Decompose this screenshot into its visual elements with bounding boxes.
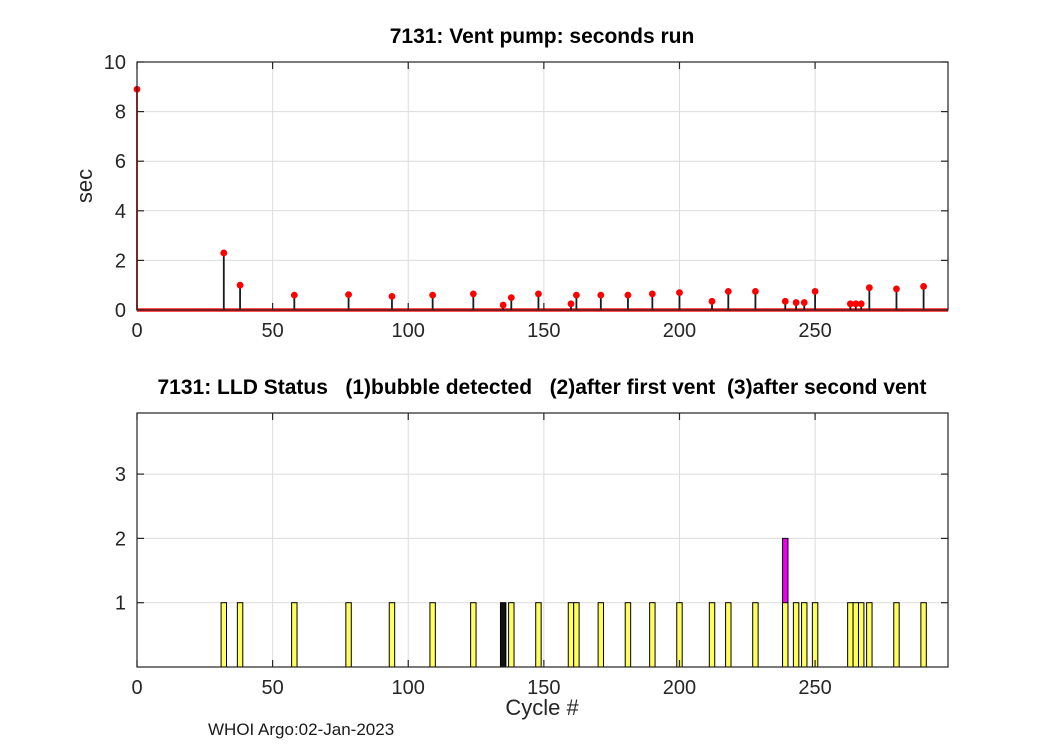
vent-pump-stem-chart: 0 50 100 150 200 250 0 2 4 6 8 10	[104, 52, 949, 342]
svg-text:10: 10	[104, 52, 126, 74]
svg-text:100: 100	[392, 677, 425, 699]
svg-text:250: 250	[798, 677, 831, 699]
x-axis-label-cycle: Cycle #	[505, 695, 579, 720]
svg-text:0: 0	[115, 300, 126, 322]
svg-text:0: 0	[131, 677, 142, 699]
svg-text:250: 250	[798, 320, 831, 342]
y-axis-label-sec: sec	[72, 168, 97, 204]
svg-text:2: 2	[115, 250, 126, 272]
svg-text:100: 100	[392, 320, 425, 342]
svg-text:1: 1	[115, 593, 126, 615]
svg-text:150: 150	[527, 320, 560, 342]
svg-text:50: 50	[261, 677, 283, 699]
svg-text:4: 4	[115, 201, 126, 223]
svg-text:50: 50	[261, 320, 283, 342]
svg-text:8: 8	[115, 102, 126, 124]
svg-text:0: 0	[131, 320, 142, 342]
svg-text:2: 2	[115, 528, 126, 550]
footer-annotation: WHOI Argo:02-Jan-2023	[208, 720, 395, 739]
svg-text:6: 6	[115, 151, 126, 173]
lld-status-chart-title: 7131: LLD Status (1)bubble detected (2)a…	[157, 376, 927, 399]
svg-text:3: 3	[115, 464, 126, 486]
svg-text:200: 200	[663, 677, 696, 699]
vent-pump-chart-title: 7131: Vent pump: seconds run	[389, 25, 695, 48]
lld-status-bar-chart: 0 50 100 150 200 250 1 2 3	[115, 412, 949, 699]
svg-text:200: 200	[663, 320, 696, 342]
svg-text:150: 150	[527, 677, 560, 699]
